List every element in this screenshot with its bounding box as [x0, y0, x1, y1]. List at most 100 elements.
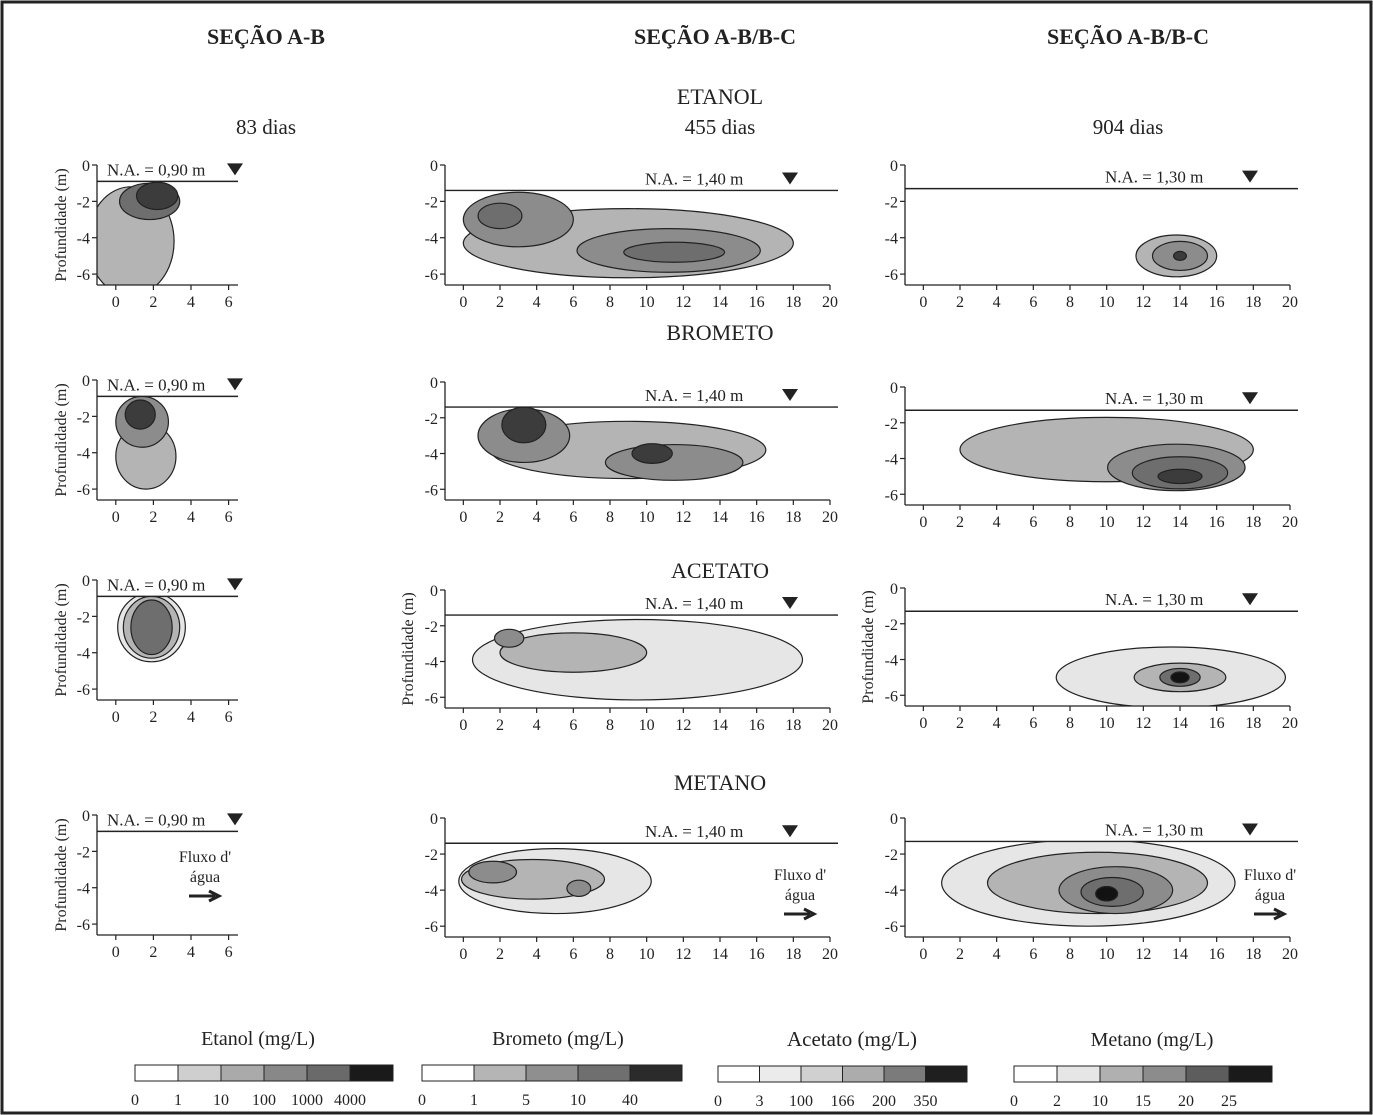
x-tick-label: 16 — [1209, 946, 1225, 963]
y-tick-label: 0 — [890, 581, 898, 598]
x-tick-label: 4 — [187, 294, 195, 311]
x-tick-label: 2 — [496, 946, 504, 963]
y-axis-label: Profundidade (m) — [53, 168, 70, 281]
plume-contour-level-5 — [1157, 468, 1203, 485]
x-tick-label: 14 — [1172, 715, 1188, 732]
y-tick-label: -2 — [77, 609, 90, 626]
y-tick-label: -4 — [425, 655, 438, 672]
legend-0: Etanol (mg/L) 0 1 10 100 1000 4000 — [131, 1028, 394, 1109]
y-tick-label: -2 — [885, 194, 898, 211]
plume-group — [115, 396, 177, 490]
x-tick-label: 12 — [675, 946, 691, 963]
legend-tick-label: 350 — [914, 1093, 938, 1110]
y-tick-label: -2 — [885, 617, 898, 634]
legend-title: Brometo (mg/L) — [492, 1028, 624, 1050]
legend-tick-label: 1 — [174, 1092, 182, 1109]
legend-tick-label: 1000 — [291, 1092, 323, 1109]
water-level-triangle-icon — [227, 813, 243, 826]
x-tick-label: 12 — [1135, 715, 1151, 732]
x-tick-label: 18 — [1245, 514, 1261, 531]
x-tick-label: 8 — [1066, 715, 1074, 732]
legend-swatch — [525, 1064, 579, 1082]
legend-swatch — [629, 1064, 683, 1082]
x-tick-label: 16 — [1209, 294, 1225, 311]
x-tick-label: 20 — [822, 946, 838, 963]
water-level-label: N.A. = 1,40 m — [645, 822, 743, 841]
y-axis-label: Profundidade (m) — [53, 383, 70, 496]
y-tick-label: -6 — [425, 267, 438, 284]
x-tick-label: 0 — [459, 946, 467, 963]
x-tick-label: 10 — [1099, 715, 1115, 732]
x-tick-label: 20 — [822, 294, 838, 311]
y-tick-label: -4 — [77, 881, 90, 898]
plume-group — [959, 416, 1254, 492]
water-level-label: N.A. = 1,30 m — [1105, 590, 1203, 609]
y-tick-label: 0 — [890, 380, 898, 397]
x-tick-label: 20 — [1282, 514, 1298, 531]
y-tick-label: 0 — [430, 375, 438, 392]
panel-brometo-col1: N.A. = 0,90 m 0 -2 -4 -6 0 2 4 6 Profundidade (m) — [53, 373, 243, 526]
legend-tick-label: 0 — [131, 1092, 139, 1109]
y-tick-label: -2 — [425, 619, 438, 636]
water-level-label: N.A. = 1,30 m — [1105, 820, 1203, 839]
x-tick-label: 4 — [533, 717, 541, 734]
plume-contour-level-3 — [493, 628, 525, 648]
x-tick-label: 18 — [1245, 946, 1261, 963]
contour-panels: N.A. = 0,90 m 0 -2 -4 -6 0 2 4 6 Profundidade (m)… — [53, 158, 1298, 963]
x-tick-label: 16 — [749, 717, 765, 734]
header-col2: SEÇÃO A-B/B-C — [634, 24, 796, 49]
plume-group — [941, 841, 1236, 927]
y-tick-label: -2 — [77, 409, 90, 426]
x-tick-label: 0 — [459, 509, 467, 526]
x-tick-label: 0 — [112, 944, 120, 961]
legend-tick-label: 25 — [1221, 1093, 1237, 1110]
water-level-label: N.A. = 0,90 m — [107, 810, 205, 829]
legend-tick-label: 200 — [872, 1093, 896, 1110]
days-col2: 455 dias — [685, 115, 756, 139]
legend-title: Acetato (mg/L) — [787, 1027, 917, 1051]
x-tick-label: 16 — [1209, 715, 1225, 732]
x-tick-label: 20 — [822, 509, 838, 526]
plume-contour-level-2 — [499, 632, 648, 673]
x-tick-label: 14 — [712, 509, 728, 526]
x-tick-label: 8 — [606, 946, 614, 963]
panel-acetato-col2: N.A. = 1,40 m 0 -2 -4 -6 0 2 4 6 8 10 12 14 16 18 20 Pro… — [400, 583, 838, 734]
plume-group — [1055, 646, 1286, 707]
water-level-triangle-icon — [1242, 593, 1258, 606]
plume-contour-level-3 — [566, 879, 592, 898]
plume-group — [477, 407, 767, 481]
y-tick-label: -6 — [77, 917, 90, 934]
legend-tick-label: 20 — [1178, 1093, 1194, 1110]
row-title-acetato: ACETATO — [671, 558, 769, 583]
x-tick-label: 2 — [496, 509, 504, 526]
legend-title: Metano (mg/L) — [1091, 1029, 1214, 1051]
panel-metano-col3: N.A. = 1,30 m 0 -2 -4 -6 0 2 4 6 8 10 12 14 16 18 20 Flu… — [885, 811, 1298, 963]
plume-contour-level-5 — [501, 407, 547, 444]
x-tick-label: 6 — [1029, 946, 1037, 963]
y-tick-label: -2 — [425, 847, 438, 864]
x-tick-label: 8 — [1066, 294, 1074, 311]
x-tick-label: 20 — [822, 717, 838, 734]
x-tick-label: 2 — [149, 944, 157, 961]
legend-tick-label: 15 — [1135, 1093, 1151, 1110]
x-tick-label: 0 — [459, 294, 467, 311]
y-tick-label: -4 — [425, 231, 438, 248]
x-tick-label: 6 — [1029, 514, 1037, 531]
x-tick-label: 16 — [749, 294, 765, 311]
legend-swatch — [759, 1065, 802, 1083]
y-tick-label: -2 — [885, 416, 898, 433]
legend-1: Brometo (mg/L) 0 1 5 10 40 — [418, 1028, 683, 1109]
y-tick-label: -4 — [885, 653, 898, 670]
x-tick-label: 2 — [149, 294, 157, 311]
x-tick-label: 2 — [149, 709, 157, 726]
y-axis-label: Profundidade (m) — [53, 818, 70, 931]
x-tick-label: 10 — [1099, 514, 1115, 531]
x-tick-label: 4 — [993, 514, 1001, 531]
plume-group — [458, 848, 652, 915]
header-col1: SEÇÃO A-B — [207, 24, 325, 49]
y-tick-label: -6 — [425, 919, 438, 936]
flow-label-line1: Fluxo d' — [1244, 867, 1296, 884]
y-tick-label: -6 — [885, 487, 898, 504]
y-tick-label: 0 — [890, 811, 898, 828]
y-tick-label: 0 — [82, 573, 90, 590]
